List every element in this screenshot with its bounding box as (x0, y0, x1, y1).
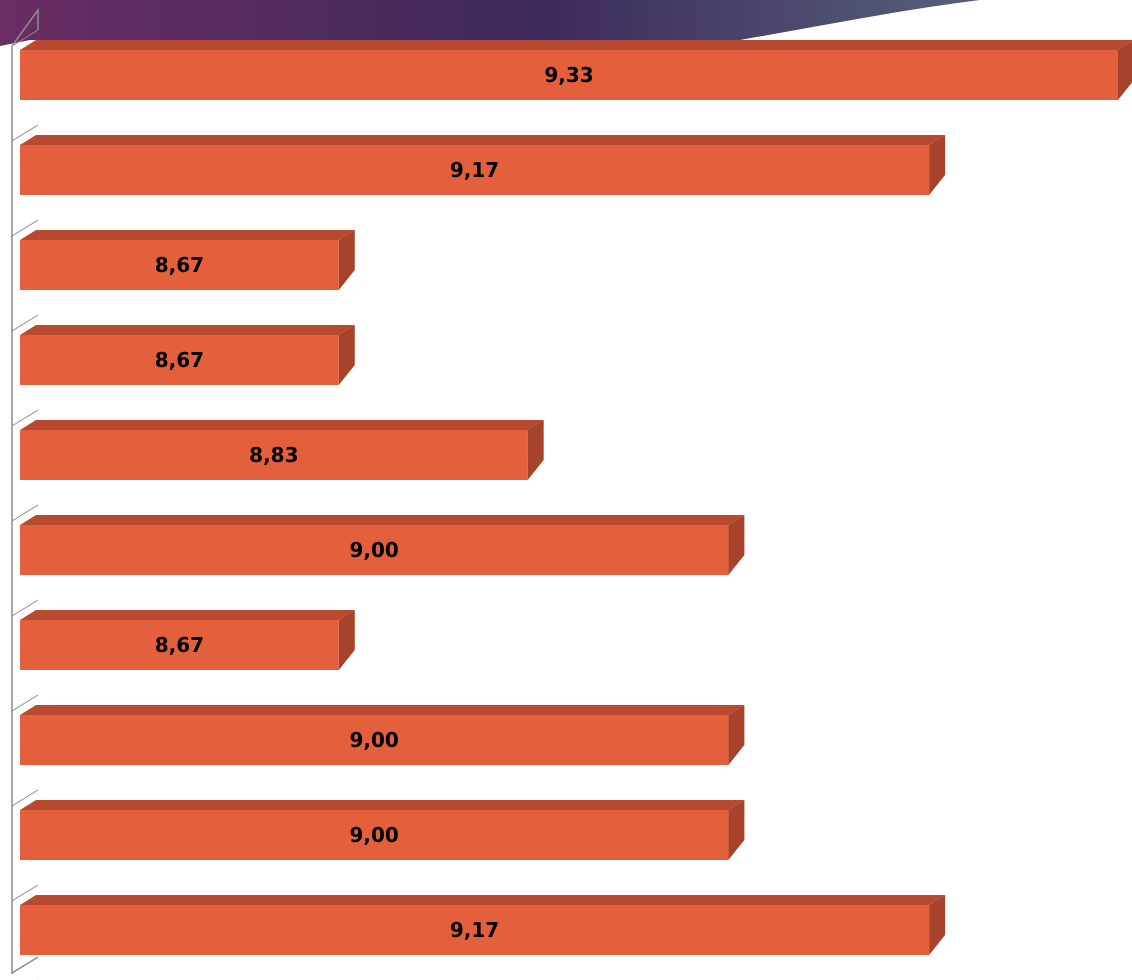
bar-value-label: 8,83 (249, 443, 298, 467)
bar-side-face (929, 135, 946, 195)
bar-front-face (20, 715, 729, 765)
axis-tick (11, 694, 39, 712)
axis-tick (11, 29, 39, 47)
bar: 9,00 (20, 800, 745, 860)
bar: 8,67 (20, 325, 355, 385)
bar: 9,33 (20, 40, 1132, 100)
bar-side-face (929, 895, 946, 955)
header-band (0, 0, 980, 46)
bar-value-label: 9,00 (350, 728, 399, 752)
bar-front-face (20, 905, 930, 955)
bar-side-face (338, 325, 355, 385)
category-axis (11, 7, 39, 980)
bar-value-label: 8,67 (155, 253, 204, 277)
bar-top-face (20, 610, 355, 620)
bar: 9,00 (20, 705, 745, 765)
axis-tick (11, 219, 39, 237)
axis-tick (11, 504, 39, 522)
bar-top-face (20, 325, 355, 335)
bar-value-label: 8,67 (155, 633, 204, 657)
bar-side-face (728, 515, 745, 575)
bar-top-face (20, 135, 946, 145)
bar-value-label: 9,33 (544, 63, 593, 87)
axis-tick (11, 789, 39, 807)
bar-top-face (20, 895, 946, 905)
bars-group: 9,33 9,17 8,67 8,67 8,83 9,00 8,67 9,00 9,00 9,17 (20, 40, 1132, 955)
bar-value-label: 9,00 (350, 538, 399, 562)
bar: 9,17 (20, 895, 946, 955)
bar: 9,00 (20, 515, 745, 575)
bar-top-face (20, 230, 355, 240)
bar-front-face (20, 810, 729, 860)
bar-front-face (20, 430, 528, 480)
bar: 8,67 (20, 230, 355, 290)
bar-value-label: 9,00 (350, 823, 399, 847)
bar-top-face (20, 705, 745, 715)
axis-tick (11, 884, 39, 902)
bar-top-face (20, 515, 745, 525)
bar-side-face (728, 705, 745, 765)
bar: 8,67 (20, 610, 355, 670)
bar-side-face (527, 420, 544, 480)
bar-front-face (20, 240, 339, 290)
bar-side-face (728, 800, 745, 860)
axis-tick (11, 314, 39, 332)
bar: 8,83 (20, 420, 544, 480)
axis-tick (11, 124, 39, 142)
axis-tick (11, 599, 39, 617)
bar-side-face (338, 230, 355, 290)
bar-front-face (20, 525, 729, 575)
bar: 9,17 (20, 135, 946, 195)
bar-side-face (338, 610, 355, 670)
bar-top-face (20, 800, 745, 810)
bar-side-face (1118, 41, 1132, 100)
bar-value-label: 9,17 (450, 918, 499, 942)
bar-top-face (20, 420, 544, 430)
bar-value-label: 9,17 (450, 158, 499, 182)
axis-tick (11, 409, 39, 427)
bar-value-label: 8,67 (155, 348, 204, 372)
bar-front-face (20, 145, 930, 195)
bar-front-face (20, 620, 339, 670)
bar-front-face (20, 50, 1118, 100)
bar-front-face (20, 335, 339, 385)
bar-top-face (20, 40, 1132, 50)
axis-wall-line (11, 7, 39, 975)
